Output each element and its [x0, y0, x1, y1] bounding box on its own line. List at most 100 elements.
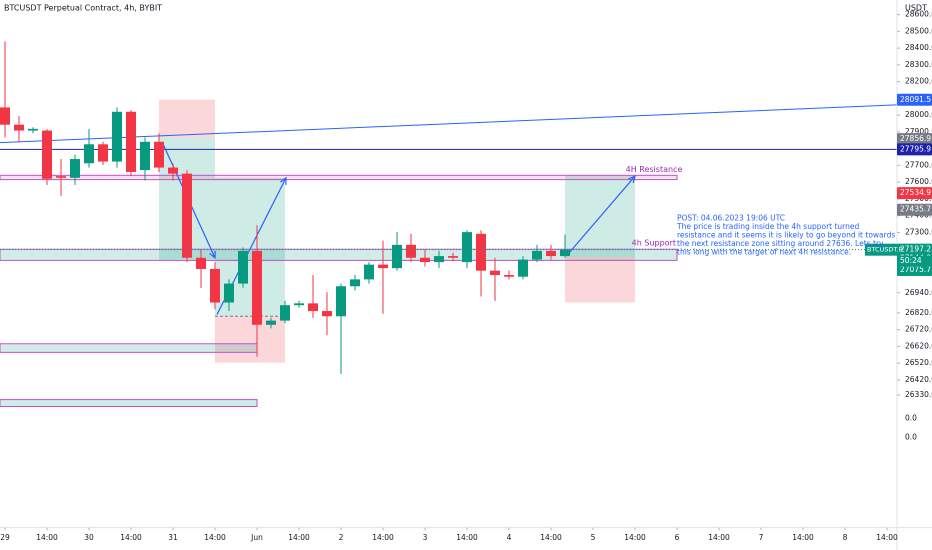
x-tick-label: 8	[843, 533, 848, 542]
x-tick-label: 14:00	[876, 533, 898, 542]
candle-body	[154, 141, 164, 168]
zone	[0, 399, 258, 407]
position-loss	[159, 99, 215, 138]
countdown-bg	[897, 255, 932, 267]
x-tick-label: Jun	[250, 533, 263, 542]
candle-body	[84, 144, 94, 164]
candle-body	[322, 311, 332, 317]
candle-body	[140, 141, 150, 171]
trend-line	[0, 104, 898, 144]
y-tick-label: 28000.0	[905, 110, 932, 119]
x-tick-label: 14:00	[36, 533, 58, 542]
annotation-line: resistance and it seems it is likely to …	[677, 230, 895, 239]
x-tick-label: 14:00	[624, 533, 646, 542]
candle-body	[280, 305, 290, 321]
x-tick-label: 30	[84, 533, 94, 542]
y-tick-label: 26820.0	[905, 308, 932, 317]
candle-body	[252, 250, 262, 325]
x-tick-label: 6	[675, 533, 680, 542]
candle-body	[14, 124, 24, 131]
candle-body	[336, 286, 346, 317]
y-tick-label: 27900.0	[905, 127, 932, 136]
annotation-line: POST: 04.06.2023 19:06 UTC	[677, 213, 785, 222]
x-tick-label: 14:00	[372, 533, 394, 542]
chart-title: BTCUSDT Perpetual Contract, 4h, BYBIT	[4, 4, 162, 13]
candle-body	[56, 176, 66, 178]
price-badge-label: 27795.9	[900, 144, 931, 153]
y-tick-label: 0.0	[905, 432, 917, 441]
zone	[0, 343, 258, 353]
x-tick-label: 14:00	[540, 533, 562, 542]
candle-body	[98, 144, 108, 162]
price-badge	[897, 93, 932, 106]
y-tick-label: 0.0	[905, 414, 917, 423]
candle-body	[448, 256, 458, 258]
x-tick-label: 5	[591, 533, 596, 542]
candle-body	[420, 257, 430, 263]
y-tick-label: 27600.0	[905, 177, 932, 186]
x-tick-label: 4	[507, 533, 512, 542]
candle-body	[364, 264, 374, 280]
x-tick-label: 14:00	[792, 533, 814, 542]
candle-body	[294, 303, 304, 306]
y-tick-label: 28300.0	[905, 60, 932, 69]
candle-body	[518, 259, 528, 277]
candle-body	[532, 250, 542, 260]
candle-body	[238, 250, 248, 284]
price-badge-label: 28091.5	[900, 95, 931, 104]
candle-body	[168, 167, 178, 174]
y-tick-label: 27700.0	[905, 160, 932, 169]
x-tick-label: 14:00	[288, 533, 310, 542]
price-badge-label: 27075.7	[900, 265, 931, 274]
currency: USDT	[905, 4, 927, 13]
y-tick-label: 28600.0	[905, 10, 932, 19]
candle-body	[392, 244, 402, 269]
x-tick-label: 14:00	[456, 533, 478, 542]
candle-body	[504, 275, 514, 277]
price-badge	[897, 203, 932, 216]
candle-body	[112, 111, 122, 162]
candle-body	[546, 250, 556, 257]
y-tick-label: 28400.0	[905, 43, 932, 52]
arrow	[566, 175, 636, 256]
arrow-head	[628, 175, 636, 184]
candle-body	[0, 107, 10, 125]
y-tick-label: 28200.0	[905, 77, 932, 86]
y-tick-label: 26720.0	[905, 325, 932, 334]
annotation-line: this long with the target of next 4h res…	[677, 248, 851, 257]
candle-body	[42, 130, 52, 179]
candle-body	[350, 279, 360, 287]
price-badge	[897, 133, 932, 146]
support-zone	[0, 248, 678, 261]
candle-body	[434, 256, 444, 263]
candle-body	[490, 270, 500, 276]
position-profit	[565, 175, 635, 257]
price-badge	[897, 187, 932, 200]
price-badge-label: 27534.9	[900, 188, 931, 197]
symbol-badge: BTCUSDT.P	[867, 246, 903, 254]
candle-body	[210, 268, 220, 303]
y-tick-label: 26330.0	[905, 390, 932, 399]
resistance-zone	[0, 174, 678, 181]
price-badge	[897, 264, 932, 277]
countdown: 50:24	[900, 256, 922, 265]
annotation-line: The price is trading inside the 4h suppo…	[676, 222, 860, 231]
price-badge-label: 27856.9	[900, 134, 931, 143]
y-tick-label: 26420.0	[905, 375, 932, 384]
zone-label: 4H Resistance	[626, 165, 683, 174]
candle-body	[308, 303, 318, 312]
arrow-head	[209, 250, 216, 260]
symbol-badge-bg	[865, 243, 897, 256]
candle-body	[266, 320, 276, 325]
y-tick-label: 26940.0	[905, 288, 932, 297]
x-tick-label: 7	[759, 533, 764, 542]
x-tick-label: 29	[0, 533, 10, 542]
x-tick-label: 14:00	[120, 533, 142, 542]
candle-body	[70, 159, 80, 178]
candle-body	[28, 128, 38, 131]
x-tick-label: 14:00	[708, 533, 730, 542]
arrow-head	[280, 176, 287, 185]
x-tick-label: 3	[423, 533, 428, 542]
candle-body	[462, 232, 472, 263]
